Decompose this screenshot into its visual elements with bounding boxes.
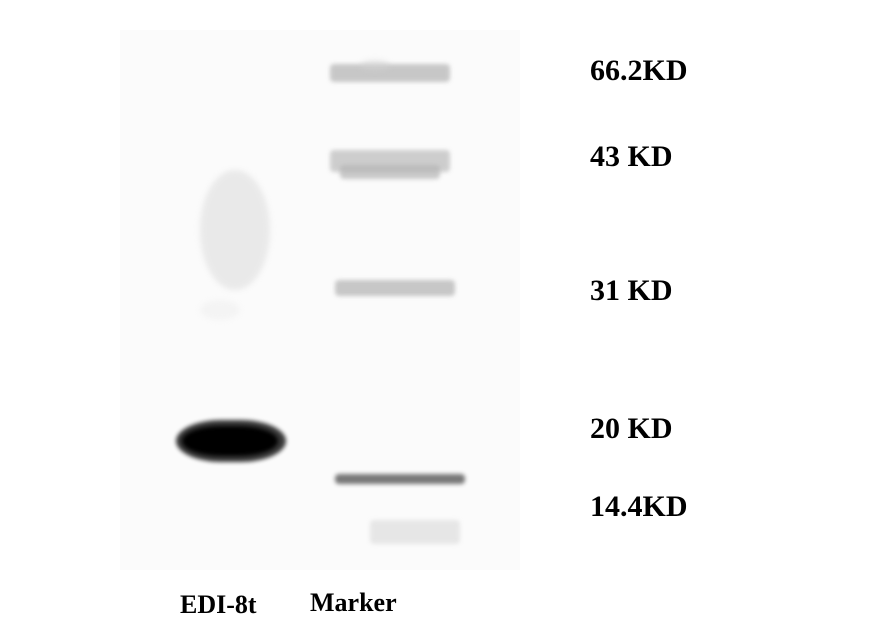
lane-edi8t-smear [200,170,270,290]
marker-band-14kd-smudge [370,520,460,544]
lane-label-edi8t: EDI-8t [180,590,257,620]
mw-label-43kd: 43 KD [590,140,673,174]
lane-edi8t-band-core [182,426,278,456]
mw-label-14kd: 14.4KD [590,490,688,524]
mw-label-66kd: 66.2KD [590,54,688,88]
lane-label-marker: Marker [310,588,397,618]
mw-label-20kd: 20 KD [590,412,673,446]
mw-label-31kd: 31 KD [590,274,673,308]
noise-spot-2 [200,300,240,320]
gel-figure: 66.2KD 43 KD 31 KD 20 KD 14.4KD EDI-8t M… [0,0,872,640]
marker-band-14kd-line [335,474,465,484]
marker-band-66kd [330,64,450,82]
marker-band-43kd-b [340,165,440,179]
marker-band-31kd [335,280,455,296]
gel-area [120,30,520,570]
noise-spot-1 [360,60,390,70]
